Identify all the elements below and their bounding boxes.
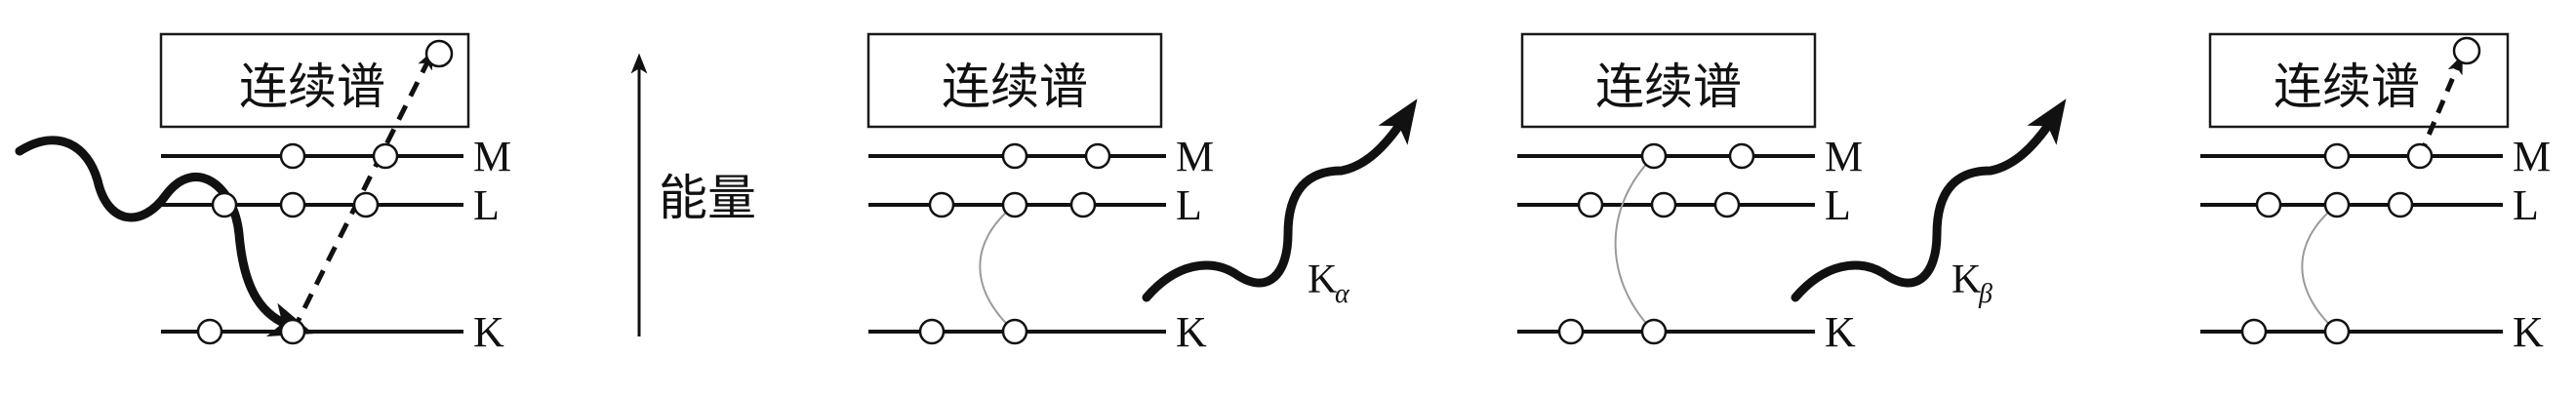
continuum-label: 连续谱 bbox=[942, 59, 1088, 115]
electron bbox=[1084, 142, 1111, 170]
emission-label-sub: α bbox=[1335, 279, 1350, 309]
electron bbox=[1640, 142, 1668, 170]
electron bbox=[1577, 191, 1604, 218]
energy-label: 能量 bbox=[659, 170, 756, 226]
electron bbox=[2255, 191, 2282, 218]
emission-label-main: K bbox=[1308, 257, 1337, 302]
electron bbox=[918, 318, 946, 345]
panel-auger: 连续谱 M L K bbox=[2200, 32, 2551, 356]
shell-m-label: M bbox=[2513, 133, 2551, 180]
continuum-label: 连续谱 bbox=[2274, 59, 2420, 115]
electron bbox=[2406, 142, 2434, 170]
ejected-electron bbox=[424, 39, 454, 68]
shell-k-label: K bbox=[1825, 308, 1856, 356]
electron bbox=[352, 191, 380, 218]
electron bbox=[1640, 318, 1668, 345]
emitted-photon-wave bbox=[1791, 99, 2067, 302]
electron bbox=[1650, 191, 1677, 218]
auger-electron-path bbox=[2417, 54, 2463, 157]
electron bbox=[2240, 318, 2268, 345]
m-to-k-transition bbox=[1614, 155, 1655, 333]
electron bbox=[2323, 191, 2351, 218]
panel-k-beta: 连续谱 M L K K β bbox=[1517, 32, 2067, 356]
shell-m-label: M bbox=[1176, 133, 1214, 180]
electron bbox=[1713, 191, 1741, 218]
shell-l-label: L bbox=[2513, 181, 2539, 229]
electron bbox=[196, 318, 223, 345]
panel-ionization: 连续谱 M L K bbox=[15, 32, 511, 356]
emission-label-main: K bbox=[1952, 257, 1981, 302]
continuum-box bbox=[1520, 32, 1817, 129]
l-to-k-transition bbox=[2301, 204, 2338, 333]
l-to-k-transition bbox=[979, 204, 1016, 333]
shell-m-label: M bbox=[1825, 133, 1863, 180]
shell-l-label: L bbox=[473, 181, 500, 229]
electron bbox=[1069, 191, 1097, 218]
continuum-box bbox=[866, 32, 1163, 129]
shell-m-label: M bbox=[473, 133, 511, 180]
incident-photon-wave bbox=[15, 136, 314, 336]
shell-l-label: L bbox=[1825, 181, 1851, 229]
auger-electron bbox=[2452, 36, 2481, 65]
energy-axis: 能量 bbox=[630, 53, 756, 336]
panel-k-alpha: 连续谱 M L K K α bbox=[866, 32, 1418, 356]
electron bbox=[1728, 142, 1755, 170]
electron bbox=[2323, 318, 2351, 345]
electron bbox=[2323, 142, 2351, 170]
electron bbox=[372, 142, 399, 170]
emission-label-sub: β bbox=[1978, 279, 1992, 309]
continuum-label: 连续谱 bbox=[239, 59, 385, 115]
continuum-box bbox=[159, 32, 470, 129]
electron bbox=[2387, 191, 2414, 218]
electron bbox=[928, 191, 955, 218]
electron bbox=[1001, 191, 1028, 218]
electron bbox=[1001, 142, 1028, 170]
shell-k-label: K bbox=[1176, 308, 1207, 356]
electron bbox=[211, 191, 238, 218]
shell-k-label: K bbox=[2513, 308, 2544, 356]
vacancy-electron bbox=[279, 318, 306, 345]
electron bbox=[279, 142, 306, 170]
shell-l-label: L bbox=[1176, 181, 1202, 229]
emitted-photon-wave bbox=[1142, 99, 1418, 302]
continuum-label: 连续谱 bbox=[1595, 59, 1742, 115]
shell-k-label: K bbox=[473, 308, 504, 356]
electron bbox=[1557, 318, 1585, 345]
electron bbox=[279, 191, 306, 218]
electron bbox=[1001, 318, 1028, 345]
